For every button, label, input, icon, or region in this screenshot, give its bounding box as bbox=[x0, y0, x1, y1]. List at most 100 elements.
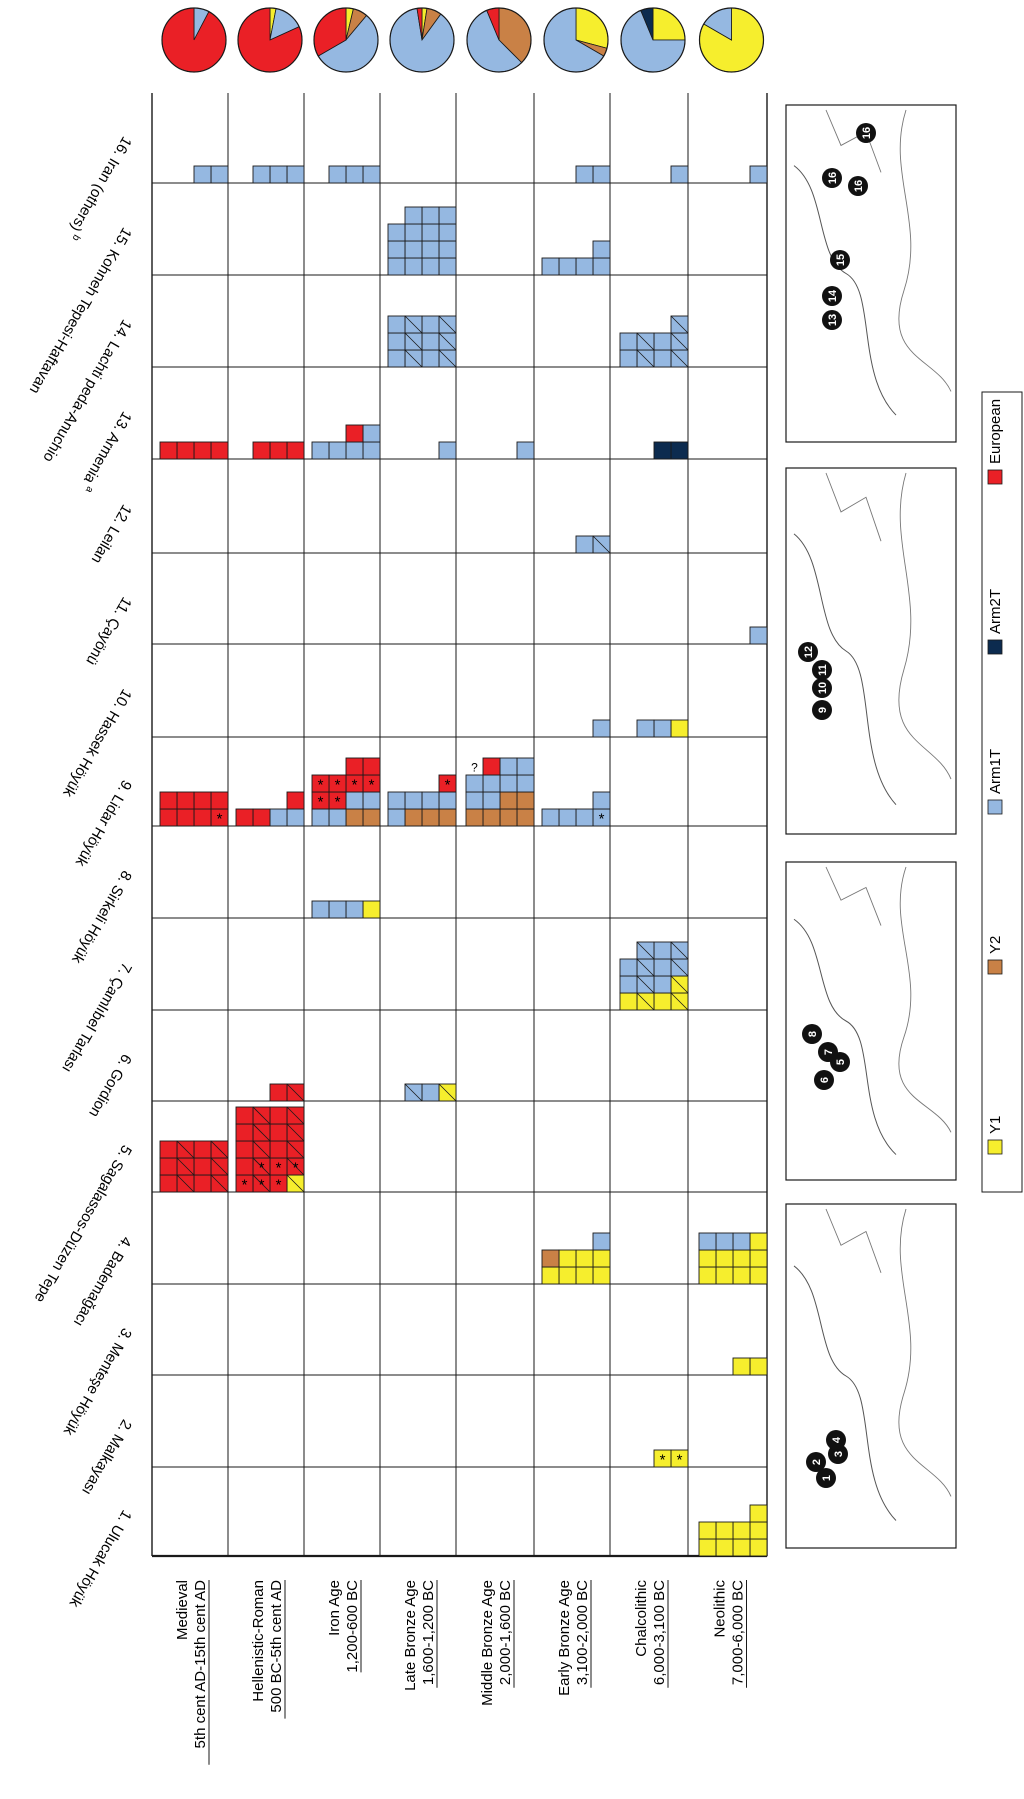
legend-swatch bbox=[987, 1139, 1003, 1155]
sample-square-y2 bbox=[482, 808, 501, 827]
sample-square-y1 bbox=[698, 1266, 717, 1285]
sample-square-y1 bbox=[732, 1521, 751, 1540]
sample-square-european bbox=[193, 1174, 212, 1193]
hatch-line bbox=[670, 349, 689, 368]
map-frame bbox=[785, 861, 957, 1181]
marker-dot bbox=[822, 168, 842, 188]
legend-swatch bbox=[987, 469, 1003, 485]
sample-square-arm1t bbox=[404, 791, 423, 810]
asterisk-mark: * bbox=[217, 811, 223, 828]
sample-square-y1 bbox=[653, 992, 672, 1011]
hatch-line bbox=[438, 349, 457, 368]
site-marker-2: 2 bbox=[806, 1452, 826, 1472]
map-frame bbox=[785, 1203, 957, 1549]
site-marker-12: 12 bbox=[798, 642, 818, 662]
sample-square-y2 bbox=[516, 791, 535, 810]
hatch-line bbox=[286, 1174, 305, 1193]
sample-square-arm1t bbox=[387, 240, 406, 259]
sample-square-arm1t bbox=[575, 808, 594, 827]
sample-square-european bbox=[176, 441, 195, 460]
asterisk-mark: * bbox=[318, 794, 324, 811]
hatch-line bbox=[438, 315, 457, 334]
period-range: 5th cent AD-15th cent AD bbox=[192, 1580, 209, 1749]
marker-label: 2 bbox=[811, 1459, 823, 1465]
period-label: Middle Bronze Age 2,000-1,600 BC bbox=[479, 1580, 515, 1706]
sample-square-arm1t bbox=[516, 774, 535, 793]
marker-label: 9 bbox=[817, 707, 829, 713]
sample-square-arm1t bbox=[438, 257, 457, 276]
hatch-line bbox=[286, 1123, 305, 1142]
site-name: 5. Sagalassos-Düzen Tepe bbox=[31, 1142, 135, 1306]
hatch-line bbox=[286, 1140, 305, 1159]
sample-square-arm1t bbox=[592, 1232, 611, 1251]
marker-label: 7 bbox=[823, 1049, 835, 1055]
period-label: Early Bronze Age 3,100-2,000 BC bbox=[556, 1580, 592, 1696]
sample-square-arm1t bbox=[252, 165, 271, 184]
marker-dot bbox=[812, 678, 832, 698]
sample-square-arm1t bbox=[387, 349, 406, 368]
period-name: Neolithic bbox=[712, 1580, 729, 1638]
sample-square-y1 bbox=[715, 1521, 734, 1540]
border-line bbox=[898, 109, 952, 392]
sample-square-arm1t bbox=[421, 791, 440, 810]
site-name: 2. Malkayası bbox=[78, 1417, 135, 1498]
site-map-2: 5 6 7 8 bbox=[785, 861, 957, 1181]
sample-square-arm1t bbox=[345, 791, 364, 810]
marker-label: 4 bbox=[831, 1436, 843, 1443]
pie-outline bbox=[161, 7, 227, 73]
sample-square-arm1t bbox=[269, 165, 288, 184]
hatch-line bbox=[670, 332, 689, 351]
sample-square-y1 bbox=[715, 1266, 734, 1285]
site-name: 15. Kohneh Tepesi-Haftavan bbox=[26, 225, 135, 397]
sample-square-arm2t bbox=[653, 441, 672, 460]
sample-square-european bbox=[159, 1174, 178, 1193]
marker-label: 12 bbox=[803, 646, 815, 658]
sample-square-y1 bbox=[698, 1521, 717, 1540]
period-label: Hellenistic-Roman 500 BC-5th cent AD bbox=[250, 1580, 286, 1719]
period-name: Middle Bronze Age bbox=[479, 1580, 496, 1706]
sample-square-european bbox=[159, 441, 178, 460]
sample-square-arm1t bbox=[653, 332, 672, 351]
sample-square-european bbox=[269, 441, 288, 460]
pie-neolithic bbox=[698, 7, 765, 73]
sample-square-arm1t bbox=[311, 808, 330, 827]
sample-square-arm1t bbox=[749, 165, 768, 184]
sample-square-arm1t bbox=[592, 165, 611, 184]
hatch-line bbox=[176, 1140, 195, 1159]
sample-square-european bbox=[193, 1157, 212, 1176]
asterisk-mark: * bbox=[677, 1452, 683, 1469]
hatch-line bbox=[636, 975, 655, 994]
hatch-line bbox=[438, 1083, 457, 1102]
sample-square-y1 bbox=[749, 1504, 768, 1523]
site-marker-11: 11 bbox=[812, 660, 832, 680]
sample-square-arm1t bbox=[482, 791, 501, 810]
marker-label: 10 bbox=[817, 682, 829, 694]
hatch-line bbox=[176, 1157, 195, 1176]
sample-square-european bbox=[269, 1140, 288, 1159]
sample-square-arm1t bbox=[541, 257, 560, 276]
sample-square-arm1t bbox=[210, 165, 229, 184]
legend-item-arm2t: Arm2T bbox=[987, 589, 1004, 655]
sample-square-arm1t bbox=[499, 757, 518, 776]
coastline bbox=[793, 918, 897, 1155]
asterisk-mark: * bbox=[599, 811, 605, 828]
sample-square-y1 bbox=[698, 1249, 717, 1268]
sample-square-arm1t bbox=[404, 206, 423, 225]
site-marker-16: 16 bbox=[848, 176, 868, 196]
pie-iron-age bbox=[313, 7, 379, 73]
sample-square-y1 bbox=[749, 1521, 768, 1540]
pie-outline bbox=[543, 7, 609, 73]
sample-square-y1 bbox=[749, 1249, 768, 1268]
border-line bbox=[825, 1208, 882, 1273]
sample-square-y1 bbox=[558, 1266, 577, 1285]
pie-medieval bbox=[161, 7, 227, 73]
sample-square-arm1t bbox=[558, 808, 577, 827]
coastline bbox=[793, 533, 897, 806]
hatch-line bbox=[176, 1174, 195, 1193]
sample-square-arm1t bbox=[387, 315, 406, 334]
marker-label: 16 bbox=[827, 172, 839, 184]
pie-outline bbox=[698, 7, 765, 73]
marker-dot bbox=[822, 286, 842, 306]
pie-outline bbox=[237, 7, 303, 73]
